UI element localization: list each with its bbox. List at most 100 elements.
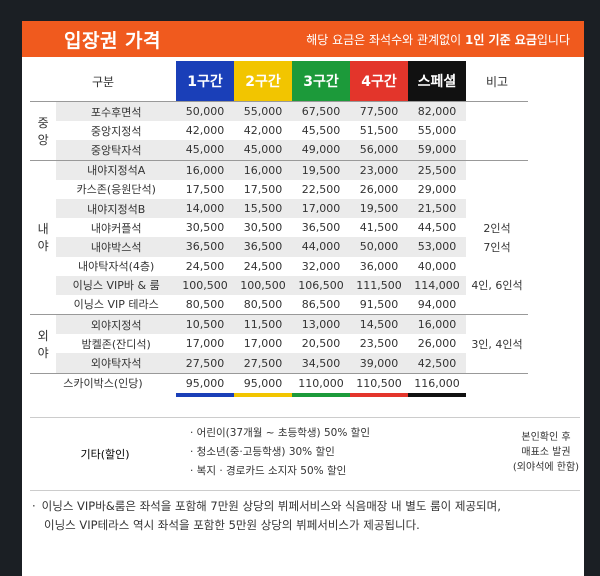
section-name: 밤켈존(잔디석) [81,337,151,351]
price-cell: 95,000 [234,372,292,393]
table-row: 이닝스 VIP바 & 룸 100,500 100,500 106,500 111,500… [30,275,528,295]
price-cell: 39,000 [350,353,408,374]
price-cell: 36,000 [359,259,399,273]
price-cell: 32,000 [301,259,341,273]
price-cell: 55,000 [234,101,292,122]
group-label-line: 외 [37,328,49,343]
section-name: 내야박스석 [56,237,176,257]
price-cell: 16,000 [234,159,292,180]
price-cell: 50,000 [176,101,234,122]
price-cell: 23,500 [359,337,399,351]
price-table: 구분 1구간 2구간 3구간 4구간 스페셜 비고 중 앙 포수후면석 50,000 5… [30,61,528,397]
price-cell: 16,000 [408,314,466,335]
price-cell: 111,500 [350,275,408,295]
zone-color-bar [234,392,292,397]
zone-color-bar [350,392,408,397]
remark-cell [466,180,528,199]
price-cell: 11,500 [234,314,292,335]
section-name: 이닝스 VIP 테라스 [73,298,159,312]
price-cell: 36,500 [176,237,234,257]
price-cell: 44,500 [417,221,457,235]
remark-cell [466,199,528,218]
price-cell: 86,500 [301,297,341,311]
price-table-body: 중 앙 포수후면석 50,000 55,000 67,500 77,500 82,000 중앙지… [30,101,528,397]
price-cell: 106,500 [292,275,350,295]
column-header-label: 구분 [30,61,176,102]
price-cell: 45,500 [301,124,341,138]
group-label-line: 야 [37,345,49,360]
price-cell: 30,500 [243,221,283,235]
price-cell: 110,000 [292,372,350,393]
footer-line-2: 이닝스 VIP테라스 역시 좌석을 포함한 5만원 상당의 뷔페서비스가 제공됩… [32,516,501,535]
discount-item: · 청소년(중·고등학생) 30% 할인 [190,446,335,458]
price-cell: 95,000 [176,372,234,393]
discount-section: 기타(할인) · 어린이(37개월 ~ 초등학생) 50% 할인 · 청소년(중… [30,417,580,491]
group-label-line: 야 [37,239,49,254]
remark-cell [466,121,528,140]
section-name: 중앙탁자석 [56,140,176,161]
price-cell: 49,000 [292,140,350,161]
remark-cell [466,353,528,373]
price-cell: 41,500 [359,221,399,235]
price-cell: 19,500 [292,159,350,180]
price-cell: 34,500 [292,353,350,374]
price-cell: 26,000 [417,337,457,351]
price-cell: 45,000 [176,140,234,161]
price-cell: 42,000 [185,124,225,138]
price-cell: 23,000 [350,159,408,180]
group-label-line: 앙 [37,132,49,147]
section-name: 중앙지정석 [90,124,142,138]
discount-remark-line: 매표소 발권 [521,447,571,458]
price-cell: 36,500 [234,237,292,257]
zone-color-bar [408,392,466,397]
zone-color-bars [30,392,528,397]
footer-text-2: 이닝스 VIP테라스 역시 좌석을 포함한 5만원 상당의 뷔페서비스가 제공됩… [44,518,420,532]
price-cell: 40,000 [417,259,457,273]
price-cell: 15,500 [234,198,292,219]
discount-label: 기타(할인) [80,448,130,461]
price-cell: 27,500 [234,353,292,374]
section-name: 이닝스 VIP바 & 룸 [56,275,176,295]
discount-list: · 어린이(37개월 ~ 초등학생) 50% 할인 · 청소년(중·고등학생) … [190,424,370,481]
price-cell: 94,000 [417,297,457,311]
header-banner: 입장권 가격 해당 요금은 좌석수와 관계없이 1인 기준 요금입니다 [22,21,584,57]
price-cell: 10,500 [176,314,234,335]
price-cell: 16,000 [176,159,234,180]
price-cell: 82,000 [408,101,466,122]
remark-cell: 2인석 [483,221,511,235]
table-row: 중앙지정석 42,000 42,000 45,500 51,500 55,000 [30,121,528,140]
remark-cell: 7인석 [483,240,511,254]
table-header-row: 구분 1구간 2구간 3구간 4구간 스페셜 비고 [30,61,528,102]
table-row-skybox: 스카이박스(인당) 95,000 95,000 110,000 110,500 116,0… [30,372,528,393]
column-header-remark: 비고 [485,74,509,89]
price-cell: 14,000 [176,198,234,219]
remark-cell: 4인, 6인석 [471,279,523,293]
remark-cell [466,101,528,122]
price-cell: 53,000 [408,237,466,257]
price-cell: 114,000 [408,275,466,295]
table-row: 내야지정석B 14,000 15,500 17,000 19,500 21,500 [30,198,528,219]
price-cell: 110,500 [350,372,408,393]
price-cell: 24,500 [185,259,225,273]
column-header-zone-3: 3구간 [292,61,350,102]
price-cell: 26,000 [359,182,399,196]
section-name: 포수후면석 [56,101,176,122]
discount-item: · 어린이(37개월 ~ 초등학생) 50% 할인 [190,427,370,439]
remark-cell [466,314,528,335]
price-cell: 80,500 [185,297,225,311]
section-name: 카스존(응원단석) [76,183,156,197]
price-cell: 25,500 [408,159,466,180]
price-cell: 21,500 [408,198,466,219]
table-row: 이닝스 VIP 테라스 80,500 80,500 86,500 91,500 94,00… [30,295,528,315]
price-cell: 36,500 [301,221,341,235]
price-cell: 20,500 [301,337,341,351]
price-cell: 22,500 [301,182,341,196]
remark-cell [466,295,528,315]
price-cell: 116,000 [408,372,466,393]
footer-text-1: 이닝스 VIP바&룸은 좌석을 포함해 7만원 상당의 뷔페서비스와 식음매장 … [41,499,501,513]
price-cell: 17,500 [243,182,283,196]
price-cell: 30,500 [185,221,225,235]
price-cell: 91,500 [359,297,399,311]
price-cell: 17,000 [185,337,225,351]
